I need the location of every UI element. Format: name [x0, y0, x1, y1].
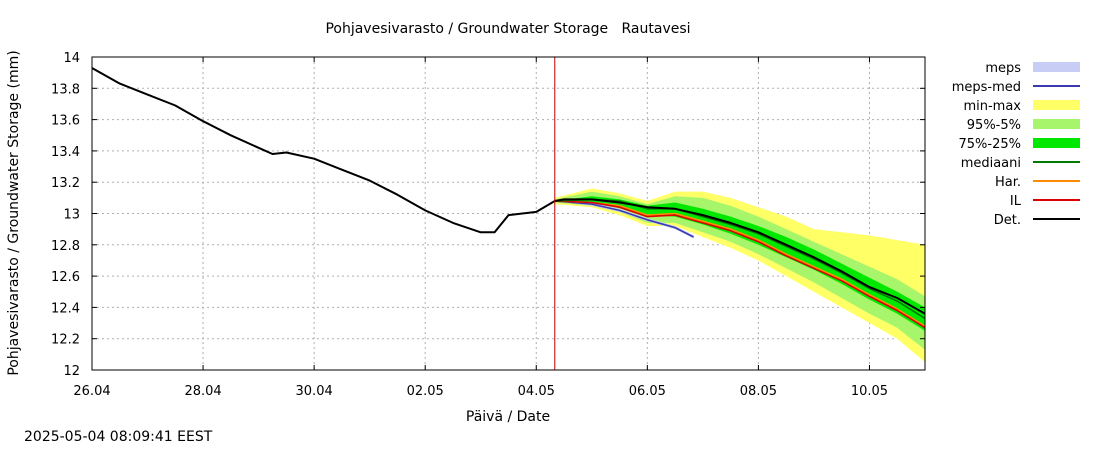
legend-label: min-max [963, 99, 1021, 114]
timestamp: 2025-05-04 08:09:41 EEST [24, 429, 213, 445]
legend-label: 95%-5% [967, 118, 1021, 133]
grid-lines [92, 57, 925, 370]
chart-title: Pohjavesivarasto / Groundwater Storage R… [325, 21, 690, 37]
x-tick-label: 30.04 [296, 384, 333, 399]
y-tick-label: 13.6 [51, 114, 80, 129]
legend-item-min-max: min-max [963, 99, 1080, 114]
series-det- [91, 67, 926, 315]
legend-label: meps [985, 61, 1021, 76]
y-tick-label: 12.6 [51, 270, 80, 285]
legend-swatch [1033, 119, 1080, 129]
legend-swatch [1033, 138, 1080, 148]
y-axis-label: Pohjavesivarasto / Groundwater Storage (… [6, 50, 22, 375]
legend-label: 75%-25% [959, 137, 1021, 152]
legend-item-75-25: 75%-25% [959, 137, 1080, 152]
legend-swatch [1033, 62, 1080, 72]
series-har- [554, 200, 926, 327]
legend-label: Har. [995, 175, 1021, 190]
x-tick-label: 06.05 [629, 384, 666, 399]
legend-item-95-5: 95%-5% [967, 118, 1080, 133]
y-tick-label: 13.2 [51, 176, 80, 191]
x-tick-label: 28.04 [184, 384, 221, 399]
y-tick-label: 13.4 [51, 145, 80, 160]
legend-item-har: Har. [995, 175, 1080, 190]
series-il [554, 200, 926, 329]
legend-item-mediaani: mediaani [961, 156, 1080, 171]
forecast-bands [554, 188, 925, 363]
y-tick-label: 12.8 [51, 239, 80, 254]
legend-label: Det. [994, 213, 1021, 228]
legend-swatch [1033, 100, 1080, 110]
y-tick-label: 13 [63, 208, 80, 223]
legend-item-il: IL [1010, 194, 1080, 209]
y-tick-label: 13.8 [51, 82, 80, 97]
band-min-max [554, 188, 925, 363]
legend-label: meps-med [952, 80, 1021, 95]
legend-item-meps-med: meps-med [952, 80, 1080, 95]
x-axis-ticks: 26.04 28.04 30.04 02.05 04.05 06.05 08.05 10.05 [73, 57, 888, 399]
legend: meps meps-med min-max 95%-5% 75%-25% mediaani… [952, 61, 1080, 228]
legend-item-meps: meps [985, 61, 1080, 76]
legend-label: mediaani [961, 156, 1021, 171]
x-tick-label: 02.05 [407, 384, 444, 399]
x-tick-label: 26.04 [73, 384, 110, 399]
x-axis-label: Päivä / Date [466, 409, 550, 425]
series-meps-med [554, 200, 694, 238]
y-tick-label: 14 [63, 51, 80, 66]
x-tick-label: 10.05 [851, 384, 888, 399]
y-tick-label: 12.4 [51, 301, 80, 316]
series-lines [91, 67, 926, 329]
legend-item-det: Det. [994, 213, 1080, 228]
legend-label: IL [1010, 194, 1022, 209]
y-axis-ticks: 12 12.2 12.4 12.6 12.8 13 13.2 13.4 13.6 13.8 14 [51, 51, 925, 379]
band-75-25- [554, 196, 925, 331]
y-tick-label: 12 [63, 364, 80, 379]
x-tick-label: 04.05 [518, 384, 555, 399]
x-tick-label: 08.05 [740, 384, 777, 399]
y-tick-label: 12.2 [51, 333, 80, 348]
